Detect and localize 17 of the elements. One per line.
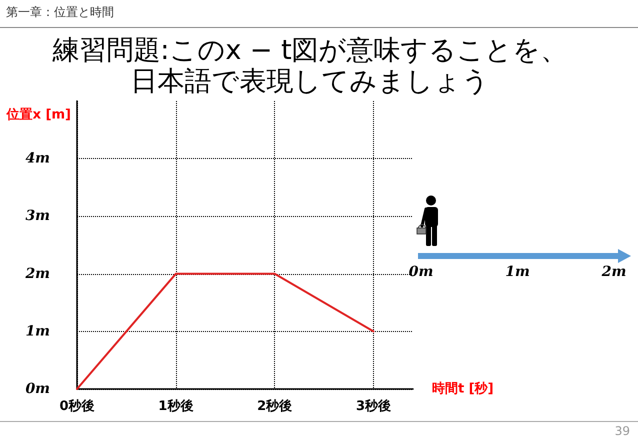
text: 39 bbox=[614, 424, 630, 438]
annotation: 0m bbox=[408, 264, 434, 280]
y-tick-label: 1m bbox=[25, 323, 50, 340]
x-tick-label: 1秒後 bbox=[158, 398, 194, 414]
y-tick-label: 2m bbox=[24, 266, 50, 282]
x-tick-label: 0秒後 bbox=[59, 398, 95, 414]
y-tick-label: 4m bbox=[25, 150, 50, 167]
y-tick-label: 0m bbox=[25, 381, 50, 397]
x-tick-label: 3秒後 bbox=[356, 398, 391, 414]
chart-title: 練習問題:このx − t図が意味することを、日本語で表現してみましょう bbox=[51, 35, 569, 97]
text: 第一章：位置と時間 bbox=[6, 4, 114, 21]
x-tick-label: 2秒後 bbox=[257, 398, 292, 414]
text: 2m bbox=[600, 264, 628, 280]
y-tick-label: 3m bbox=[25, 208, 50, 224]
text: 1m bbox=[504, 264, 531, 280]
x-axis-title: 時間t [秒] bbox=[432, 382, 494, 396]
y-axis-title: 位置x [m] bbox=[6, 108, 71, 122]
